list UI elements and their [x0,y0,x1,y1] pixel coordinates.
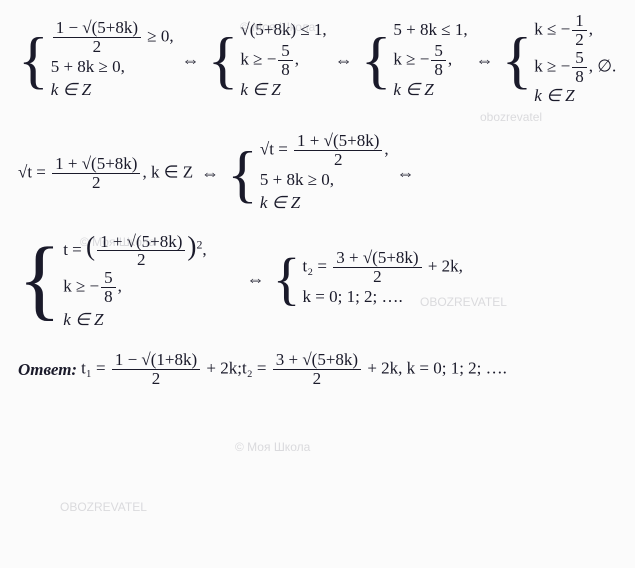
eq: t = (1 + √(5+8k)2)2, [63,225,206,269]
iff-arrow: ⇔ [335,50,353,71]
eq: k ∈ Z [393,79,467,102]
system-7: { t₂ = 3 + √(5+8k)2 + 2k, k = 0; 1; 2; …… [273,249,463,309]
eq: t₂ = 3 + √(5+8k)2 + 2k, [303,249,463,286]
eq: 5 + 8k ≥ 0, [51,56,174,79]
system-1: { 1 − √(5+8k)2 ≥ 0, 5 + 8k ≥ 0, k ∈ Z [18,19,174,102]
row-2: √t = 1 + √(5+8k)2, k ∈ Z ⇔ { √t = 1 + √(… [18,132,617,215]
eq: k ∈ Z [240,79,326,102]
brace-icon: { [273,253,301,305]
eq: k ∈ Z [534,85,616,108]
brace-icon: { [18,239,61,320]
system-2: { √(5+8k) ≤ 1, k ≥ −58, k ∈ Z [208,19,327,102]
eq: k ∈ Z [63,306,206,333]
eq: k ≤ −12, [534,12,616,49]
eq: k ∈ Z [260,192,389,215]
row-3: { t = (1 + √(5+8k)2)2, k ≥ −58, k ∈ Z ⇔ … [18,225,617,333]
watermark: OBOZREVATEL [60,500,147,514]
eq: 1 − √(5+8k)2 ≥ 0, [51,19,174,56]
brace-icon: { [502,31,533,89]
eq: k ≥ −58, ∅. [534,49,616,86]
eq: k ≥ −58, [393,42,467,79]
answer-label: Ответ: [18,360,77,380]
eq: k = 0; 1; 2; …. [303,286,463,309]
eq: k ∈ Z [51,79,174,102]
expr: √t = 1 + √(5+8k)2, k ∈ Z [18,155,193,192]
watermark: obozrevatel [480,110,542,124]
eq: 5 + 8k ≥ 0, [260,169,389,192]
iff-arrow: ⇔ [247,269,265,290]
iff-arrow: ⇔ [201,163,219,184]
eq: √(5+8k) ≤ 1, [240,19,326,42]
system-4: { k ≤ −12, k ≥ −58, ∅. k ∈ Z [502,12,617,108]
system-6: { t = (1 + √(5+8k)2)2, k ≥ −58, k ∈ Z [18,225,207,333]
brace-icon: { [18,31,49,89]
iff-arrow: ⇔ [476,50,494,71]
eq: k ≥ −58, [63,269,206,306]
brace-icon: { [208,31,239,89]
answer-row: Ответ: t₁ = 1 − √(1+8k)2 + 2k; t₂ = 3 + … [18,351,617,388]
watermark: © Моя Школа [235,440,310,454]
system-5: { √t = 1 + √(5+8k)2, 5 + 8k ≥ 0, k ∈ Z [227,132,388,215]
iff-arrow: ⇔ [182,50,200,71]
answer-t1: t₁ = 1 − √(1+8k)2 + 2k; [81,351,242,388]
iff-arrow: ⇔ [397,163,415,184]
brace-icon: { [361,31,392,89]
eq: k ≥ −58, [240,42,326,79]
eq: 5 + 8k ≤ 1, [393,19,467,42]
answer-t2: t₂ = 3 + √(5+8k)2 + 2k, k = 0; 1; 2; …. [242,351,507,388]
brace-icon: { [227,145,258,203]
eq: √t = 1 + √(5+8k)2, [260,132,389,169]
system-3: { 5 + 8k ≤ 1, k ≥ −58, k ∈ Z [361,19,468,102]
row-1: { 1 − √(5+8k)2 ≥ 0, 5 + 8k ≥ 0, k ∈ Z ⇔ … [18,12,617,108]
